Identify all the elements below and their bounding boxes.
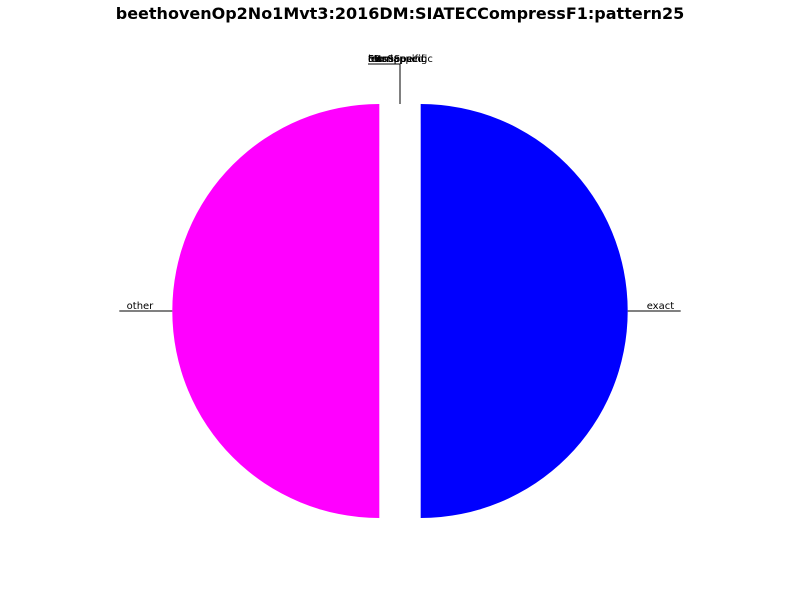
slice-label-less-specific: lessSpecific bbox=[368, 54, 426, 65]
slice-label-transposed: transposed bbox=[368, 54, 424, 65]
pie-slice-other bbox=[172, 104, 380, 518]
slice-label-more-specific: moreSpecific bbox=[368, 54, 433, 65]
leader-line-fp bbox=[368, 63, 401, 104]
leader-line-fn bbox=[368, 63, 401, 104]
leader-line-less-specific bbox=[368, 63, 401, 104]
slice-label-overlapping: overlapping bbox=[368, 54, 427, 65]
slice-label-fp: FP bbox=[368, 54, 380, 65]
slice-label-exact: exact bbox=[647, 301, 675, 312]
pie-slices bbox=[172, 104, 628, 518]
leader-line-more-specific bbox=[368, 63, 401, 104]
slice-label-other: other bbox=[127, 301, 155, 312]
pie-slice-exact bbox=[420, 104, 628, 518]
chart-title: beethovenOp2No1Mvt3:2016DM:SIATECCompres… bbox=[116, 4, 684, 23]
pie-labels: other exact moreSpecificlessSpecificoverla… bbox=[119, 54, 681, 312]
slice-label-fn: FN bbox=[368, 54, 381, 65]
leader-line-overlapping bbox=[368, 63, 401, 104]
leader-line-transposed bbox=[368, 63, 401, 104]
